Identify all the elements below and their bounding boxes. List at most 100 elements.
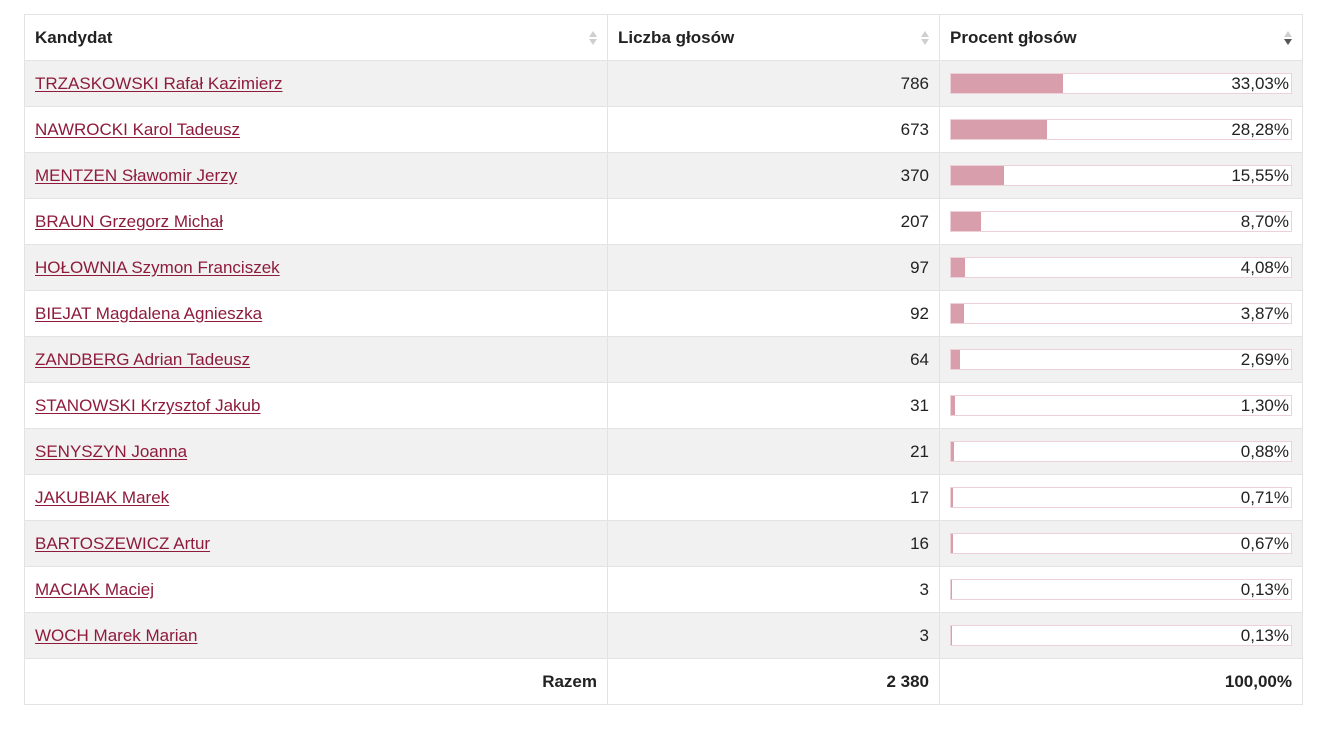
candidate-link[interactable]: SENYSZYN Joanna bbox=[35, 441, 188, 461]
percent-cell: 4,08% bbox=[939, 244, 1303, 291]
percent-bar: 4,08% bbox=[950, 257, 1292, 278]
percent-bar-fill bbox=[951, 442, 954, 461]
percent-label: 33,03% bbox=[1231, 73, 1289, 93]
column-header-votes[interactable]: Liczba głosów bbox=[607, 14, 940, 61]
candidate-link[interactable]: BIEJAT Magdalena Agnieszka bbox=[35, 303, 263, 323]
percent-cell: 0,13% bbox=[939, 612, 1303, 659]
table-header: Kandydat Liczba głosów Procent głosów bbox=[24, 14, 1303, 61]
candidate-cell: STANOWSKI Krzysztof Jakub bbox=[24, 382, 608, 429]
candidate-link[interactable]: STANOWSKI Krzysztof Jakub bbox=[35, 395, 261, 415]
percent-label: 0,67% bbox=[1240, 533, 1289, 553]
table-row: BARTOSZEWICZ Artur 16 0,67% bbox=[24, 520, 1303, 567]
table-row: BIEJAT Magdalena Agnieszka 92 3,87% bbox=[24, 290, 1303, 337]
percent-bar: 28,28% bbox=[950, 119, 1292, 140]
candidate-link[interactable]: WOCH Marek Marian bbox=[35, 625, 198, 645]
percent-label: 0,88% bbox=[1240, 441, 1289, 461]
table-row: ZANDBERG Adrian Tadeusz 64 2,69% bbox=[24, 336, 1303, 383]
percent-bar: 0,13% bbox=[950, 579, 1292, 600]
votes-cell: 370 bbox=[607, 152, 940, 199]
votes-cell: 673 bbox=[607, 106, 940, 153]
percent-bar: 2,69% bbox=[950, 349, 1292, 370]
percent-bar-fill bbox=[951, 534, 954, 553]
percent-cell: 3,87% bbox=[939, 290, 1303, 337]
column-header-percent-label: Procent głosów bbox=[950, 27, 1077, 47]
percent-bar-fill bbox=[951, 166, 1004, 185]
header-row: Kandydat Liczba głosów Procent głosów bbox=[24, 14, 1303, 61]
percent-bar: 33,03% bbox=[950, 73, 1292, 94]
table-row: SENYSZYN Joanna 21 0,88% bbox=[24, 428, 1303, 475]
percent-label: 8,70% bbox=[1240, 211, 1289, 231]
percent-cell: 0,88% bbox=[939, 428, 1303, 475]
candidate-link[interactable]: MENTZEN Sławomir Jerzy bbox=[35, 165, 238, 185]
votes-cell: 21 bbox=[607, 428, 940, 475]
percent-cell: 28,28% bbox=[939, 106, 1303, 153]
votes-cell: 97 bbox=[607, 244, 940, 291]
candidate-link[interactable]: MACIAK Maciej bbox=[35, 579, 155, 599]
candidate-cell: BIEJAT Magdalena Agnieszka bbox=[24, 290, 608, 337]
votes-cell: 786 bbox=[607, 60, 940, 107]
candidate-link[interactable]: NAWROCKI Karol Tadeusz bbox=[35, 119, 241, 139]
percent-bar-fill bbox=[951, 488, 954, 507]
candidate-cell: TRZASKOWSKI Rafał Kazimierz bbox=[24, 60, 608, 107]
table-row: HOŁOWNIA Szymon Franciszek 97 4,08% bbox=[24, 244, 1303, 291]
percent-cell: 0,13% bbox=[939, 566, 1303, 613]
table-row: JAKUBIAK Marek 17 0,71% bbox=[24, 474, 1303, 521]
candidate-link[interactable]: TRZASKOWSKI Rafał Kazimierz bbox=[35, 73, 283, 93]
percent-cell: 0,71% bbox=[939, 474, 1303, 521]
votes-cell: 17 bbox=[607, 474, 940, 521]
percent-label: 28,28% bbox=[1231, 119, 1289, 139]
column-header-percent[interactable]: Procent głosów bbox=[939, 14, 1303, 61]
percent-cell: 2,69% bbox=[939, 336, 1303, 383]
candidate-cell: MACIAK Maciej bbox=[24, 566, 608, 613]
candidate-link[interactable]: BARTOSZEWICZ Artur bbox=[35, 533, 211, 553]
table-row: NAWROCKI Karol Tadeusz 673 28,28% bbox=[24, 106, 1303, 153]
percent-cell: 33,03% bbox=[939, 60, 1303, 107]
column-header-candidate[interactable]: Kandydat bbox=[24, 14, 608, 61]
results-table-container: Kandydat Liczba głosów Procent głosów TR… bbox=[24, 14, 1303, 705]
total-label: Razem bbox=[24, 658, 608, 705]
percent-label: 3,87% bbox=[1240, 303, 1289, 323]
percent-bar: 0,67% bbox=[950, 533, 1292, 554]
candidate-cell: WOCH Marek Marian bbox=[24, 612, 608, 659]
candidate-link[interactable]: BRAUN Grzegorz Michał bbox=[35, 211, 223, 231]
column-header-votes-label: Liczba głosów bbox=[618, 27, 735, 47]
candidate-link[interactable]: HOŁOWNIA Szymon Franciszek bbox=[35, 257, 280, 277]
table-body: TRZASKOWSKI Rafał Kazimierz 786 33,03% NAWR… bbox=[24, 60, 1303, 659]
percent-bar: 8,70% bbox=[950, 211, 1292, 232]
candidate-cell: ZANDBERG Adrian Tadeusz bbox=[24, 336, 608, 383]
percent-bar-fill bbox=[951, 212, 981, 231]
candidate-link[interactable]: ZANDBERG Adrian Tadeusz bbox=[35, 349, 251, 369]
votes-cell: 64 bbox=[607, 336, 940, 383]
votes-cell: 3 bbox=[607, 566, 940, 613]
percent-label: 1,30% bbox=[1240, 395, 1289, 415]
percent-bar-fill bbox=[951, 350, 961, 369]
sort-descending-icon bbox=[1284, 30, 1292, 45]
percent-cell: 15,55% bbox=[939, 152, 1303, 199]
percent-label: 0,13% bbox=[1240, 625, 1289, 645]
percent-cell: 0,67% bbox=[939, 520, 1303, 567]
percent-bar-fill bbox=[951, 74, 1064, 93]
percent-bar: 3,87% bbox=[950, 303, 1292, 324]
percent-bar-fill bbox=[951, 258, 965, 277]
percent-bar: 0,13% bbox=[950, 625, 1292, 646]
table-row: MACIAK Maciej 3 0,13% bbox=[24, 566, 1303, 613]
candidate-link[interactable]: JAKUBIAK Marek bbox=[35, 487, 170, 507]
percent-label: 4,08% bbox=[1240, 257, 1289, 277]
percent-bar-fill bbox=[951, 304, 965, 323]
percent-bar-fill bbox=[951, 396, 956, 415]
percent-label: 15,55% bbox=[1231, 165, 1289, 185]
percent-label: 0,13% bbox=[1240, 579, 1289, 599]
table-row: MENTZEN Sławomir Jerzy 370 15,55% bbox=[24, 152, 1303, 199]
candidate-cell: BRAUN Grzegorz Michał bbox=[24, 198, 608, 245]
sort-both-icon bbox=[589, 30, 597, 45]
total-row: Razem 2 380 100,00% bbox=[24, 658, 1303, 705]
table-row: WOCH Marek Marian 3 0,13% bbox=[24, 612, 1303, 659]
votes-cell: 31 bbox=[607, 382, 940, 429]
candidate-cell: BARTOSZEWICZ Artur bbox=[24, 520, 608, 567]
votes-cell: 16 bbox=[607, 520, 940, 567]
table-footer: Razem 2 380 100,00% bbox=[24, 658, 1303, 705]
candidate-cell: MENTZEN Sławomir Jerzy bbox=[24, 152, 608, 199]
table-row: BRAUN Grzegorz Michał 207 8,70% bbox=[24, 198, 1303, 245]
total-percent: 100,00% bbox=[939, 658, 1303, 705]
percent-label: 2,69% bbox=[1240, 349, 1289, 369]
